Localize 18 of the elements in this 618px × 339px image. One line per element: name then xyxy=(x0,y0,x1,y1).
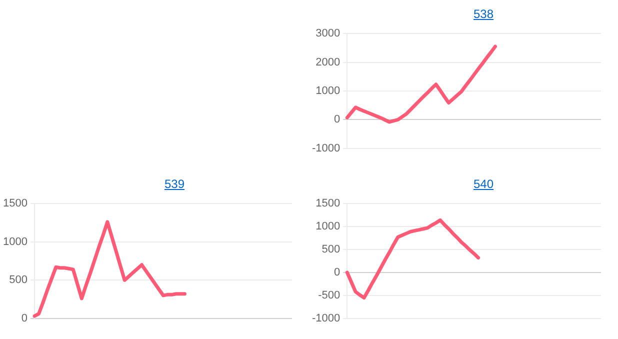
y-tick-label: 3000 xyxy=(316,28,340,40)
chart-title: 538 xyxy=(472,6,495,23)
y-tick-label: 2000 xyxy=(316,56,340,68)
y-tick-label: 0 xyxy=(21,312,28,324)
y-tick-label: -500 xyxy=(318,289,340,302)
y-tick-label: 1000 xyxy=(2,236,28,248)
y-tick-label: 0 xyxy=(334,266,340,279)
y-tick-label: -1000 xyxy=(312,312,340,324)
y-tick-label: 500 xyxy=(9,274,28,286)
y-tick-label: 1500 xyxy=(2,198,28,210)
y-tick-label: 1000 xyxy=(316,220,340,233)
chart-title: 540 xyxy=(472,176,495,193)
y-tick-label: 0 xyxy=(334,114,340,126)
y-tick-label: 500 xyxy=(322,244,340,256)
chart-title: 539 xyxy=(163,176,186,193)
y-tick-label: 1000 xyxy=(316,85,340,98)
y-tick-label: 1500 xyxy=(316,198,340,210)
y-tick-label: -1000 xyxy=(312,142,340,154)
